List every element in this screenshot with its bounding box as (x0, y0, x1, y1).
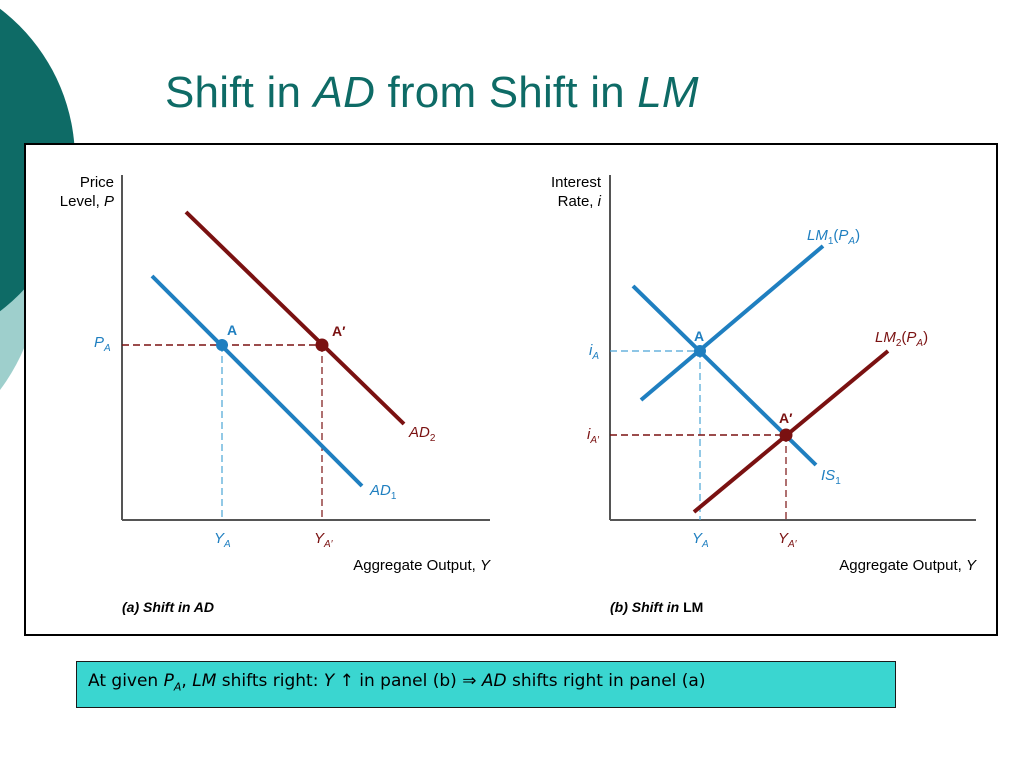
panel-a-y-label-line2: Level, P (60, 193, 114, 210)
slide-title: Shift in AD from Shift in LM (165, 68, 699, 118)
title-ad: AD (313, 68, 376, 117)
panel-b-point-a-prime (779, 428, 793, 442)
panel-a: Price Level, P A A′ PA AD1 AD2 YA YA′ Ag… (60, 174, 491, 615)
is-lm-ad-figure: Price Level, P A A′ PA AD1 AD2 YA YA′ Ag… (60, 174, 977, 615)
panel-a-point-a-prime (315, 338, 329, 352)
panel-a-y-label-line1: Price (80, 174, 114, 191)
panel-b-point-a (694, 345, 706, 357)
ad1-curve (150, 274, 364, 488)
note-text: , (181, 671, 193, 691)
panel-b-caption: (b) Shift in LM (610, 599, 703, 615)
panel-a-price-tick: PA (94, 334, 111, 354)
panel-a-x-label: Aggregate Output, Y (353, 557, 491, 574)
panel-b-ia-tick: iA (589, 342, 599, 362)
panel-b-ya-tick: YA (692, 530, 709, 550)
panel-b-ya-prime-tick: YA′ (778, 530, 798, 550)
panel-b-y-label-line2: Rate, i (558, 193, 602, 210)
panel-b-point-a-label: A (694, 328, 704, 344)
panel-b-x-label: Aggregate Output, Y (839, 557, 977, 574)
note-y: Y (323, 671, 335, 691)
note-p-sub: A (173, 680, 182, 694)
panel-a-point-a (216, 339, 228, 351)
lm2-label: LM2(PA) (875, 329, 928, 349)
ad2-curve (184, 210, 406, 426)
panel-b: Interest Rate, i A A′ iA iA′ LM1(PA) LM2… (551, 174, 977, 615)
panel-b-point-a-prime-label: A′ (779, 410, 793, 426)
note-ad: AD (481, 671, 507, 691)
panel-a-ya-prime-tick: YA′ (314, 530, 334, 550)
note-text: shifts right: (216, 671, 324, 691)
note-p: P (163, 671, 174, 691)
lm1-label: LM1(PA) (807, 227, 860, 247)
title-part: from Shift in (375, 68, 638, 117)
lm1-curve (639, 244, 825, 402)
figure-frame: Price Level, P A A′ PA AD1 AD2 YA YA′ Ag… (24, 143, 998, 636)
panel-a-point-a-label: A (227, 322, 237, 338)
panel-b-y-label-line1: Interest (551, 174, 602, 191)
note-lm: LM (192, 671, 217, 691)
ad2-label: AD2 (408, 424, 436, 444)
title-part: Shift in (165, 68, 314, 117)
note-text: ↑ in panel (b) ⇒ (334, 671, 482, 691)
note-box: At given PA, LM shifts right: Y ↑ in pan… (76, 661, 896, 708)
panel-a-point-a-prime-label: A′ (332, 323, 346, 339)
note-text: At given (88, 671, 164, 691)
note-text: shifts right in panel (a) (506, 671, 706, 691)
panel-a-ya-tick: YA (214, 530, 231, 550)
is1-label: IS1 (821, 467, 841, 487)
ad1-label: AD1 (369, 482, 397, 502)
panel-a-caption: (a) Shift in AD (122, 599, 214, 615)
title-lm: LM (637, 68, 699, 117)
panel-b-ia-prime-tick: iA′ (587, 426, 600, 446)
